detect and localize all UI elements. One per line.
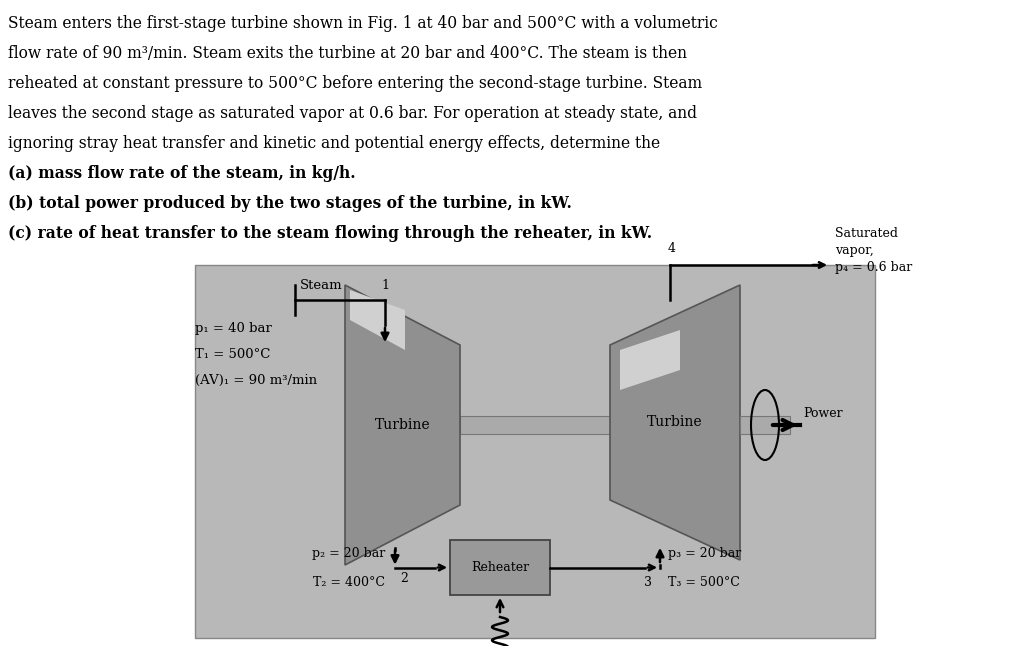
Polygon shape [610, 285, 740, 560]
FancyBboxPatch shape [460, 416, 610, 434]
Text: T₁ = 500°C: T₁ = 500°C [195, 348, 270, 361]
Text: T₂ = 400°C: T₂ = 400°C [313, 576, 385, 589]
Text: 4: 4 [668, 242, 676, 255]
Text: Saturated: Saturated [835, 227, 898, 240]
Text: p₃ = 20 bar: p₃ = 20 bar [668, 547, 741, 559]
Text: (AV)₁ = 90 m³/min: (AV)₁ = 90 m³/min [195, 374, 317, 387]
Text: 3: 3 [644, 576, 652, 589]
Text: p₁ = 40 bar: p₁ = 40 bar [195, 322, 272, 335]
Text: (c) rate of heat transfer to the steam flowing through the reheater, in kW.: (c) rate of heat transfer to the steam f… [8, 225, 652, 242]
FancyBboxPatch shape [450, 540, 550, 595]
Text: Steam: Steam [300, 279, 343, 292]
Polygon shape [345, 285, 460, 565]
Text: Turbine: Turbine [375, 418, 430, 432]
Text: vapor,: vapor, [835, 244, 873, 257]
Text: leaves the second stage as saturated vapor at 0.6 bar. For operation at steady s: leaves the second stage as saturated vap… [8, 105, 697, 122]
Text: Reheater: Reheater [471, 561, 529, 574]
Text: 1: 1 [381, 279, 389, 292]
FancyBboxPatch shape [740, 416, 790, 434]
Text: 2: 2 [400, 572, 408, 585]
Text: T₃ = 500°C: T₃ = 500°C [668, 576, 740, 589]
Text: reheated at constant pressure to 500°C before entering the second-stage turbine.: reheated at constant pressure to 500°C b… [8, 75, 702, 92]
Text: (b) total power produced by the two stages of the turbine, in kW.: (b) total power produced by the two stag… [8, 195, 571, 212]
Text: ignoring stray heat transfer and kinetic and potential energy effects, determine: ignoring stray heat transfer and kinetic… [8, 135, 660, 152]
Text: (a) mass flow rate of the steam, in kg/h.: (a) mass flow rate of the steam, in kg/h… [8, 165, 355, 182]
Polygon shape [620, 330, 680, 390]
Text: flow rate of 90 m³/min. Steam exits the turbine at 20 bar and 400°C. The steam i: flow rate of 90 m³/min. Steam exits the … [8, 45, 687, 62]
Text: Power: Power [803, 407, 843, 420]
Text: p₄ = 0.6 bar: p₄ = 0.6 bar [835, 261, 912, 274]
Text: Steam enters the first-stage turbine shown in Fig. 1 at 40 bar and 500°C with a : Steam enters the first-stage turbine sho… [8, 15, 718, 32]
Polygon shape [350, 290, 406, 350]
FancyBboxPatch shape [195, 265, 874, 638]
Text: Turbine: Turbine [647, 415, 702, 430]
Text: p₂ = 20 bar: p₂ = 20 bar [311, 547, 385, 559]
